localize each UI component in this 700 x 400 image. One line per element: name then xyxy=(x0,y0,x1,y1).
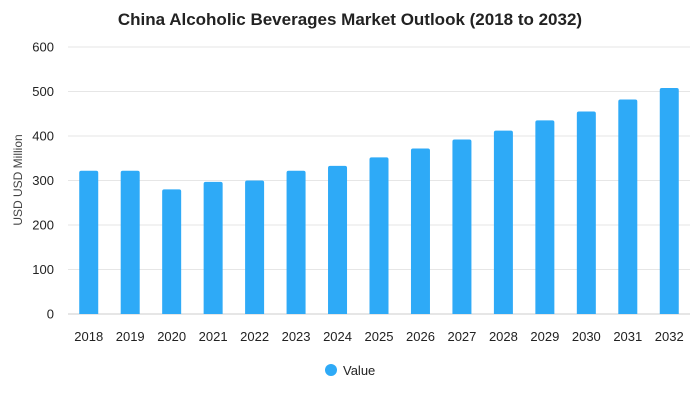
x-tick-label: 2024 xyxy=(323,329,352,344)
x-tick-label: 2032 xyxy=(655,329,684,344)
y-axis-label: USD USD Million xyxy=(11,134,25,225)
bar-2022[interactable] xyxy=(245,180,265,315)
y-tick-label: 600 xyxy=(32,40,54,55)
bar-2021[interactable] xyxy=(203,181,223,314)
y-axis-ticks: 0 100 200 300 400 500 600 xyxy=(32,40,54,322)
y-tick-label: 300 xyxy=(32,173,54,188)
bar-2030[interactable] xyxy=(576,111,596,315)
x-tick-label: 2028 xyxy=(489,329,518,344)
bar-2031[interactable] xyxy=(618,99,638,314)
y-tick-label: 500 xyxy=(32,84,54,99)
legend-swatch-value xyxy=(325,364,337,376)
bar-2026[interactable] xyxy=(410,148,430,314)
x-tick-label: 2019 xyxy=(116,329,145,344)
legend-label-value[interactable]: Value xyxy=(343,363,375,378)
legend: Value xyxy=(325,363,375,378)
bar-2023[interactable] xyxy=(286,170,306,314)
x-tick-label: 2023 xyxy=(282,329,311,344)
bar-2024[interactable] xyxy=(328,165,348,314)
bar-2027[interactable] xyxy=(452,139,472,314)
x-tick-label: 2025 xyxy=(365,329,394,344)
chart-title: China Alcoholic Beverages Market Outlook… xyxy=(118,10,582,29)
bar-2029[interactable] xyxy=(535,120,555,314)
y-tick-label: 200 xyxy=(32,218,54,233)
y-tick-label: 400 xyxy=(32,129,54,144)
bar-2019[interactable] xyxy=(120,170,140,314)
bar-2020[interactable] xyxy=(162,189,182,314)
x-tick-label: 2020 xyxy=(157,329,186,344)
x-tick-label: 2021 xyxy=(199,329,228,344)
x-tick-label: 2022 xyxy=(240,329,269,344)
x-tick-label: 2030 xyxy=(572,329,601,344)
bar-2025[interactable] xyxy=(369,157,389,314)
bars xyxy=(79,87,679,315)
x-tick-label: 2018 xyxy=(74,329,103,344)
x-tick-label: 2029 xyxy=(530,329,559,344)
y-tick-label: 100 xyxy=(32,262,54,277)
x-tick-label: 2027 xyxy=(447,329,476,344)
bar-2028[interactable] xyxy=(493,130,513,314)
bar-2032[interactable] xyxy=(659,87,679,314)
x-tick-label: 2031 xyxy=(613,329,642,344)
x-tick-label: 2026 xyxy=(406,329,435,344)
x-axis-ticks: 2018 2019 2020 2021 2022 2023 2024 2025 2026 2027… xyxy=(74,329,683,344)
bar-2018[interactable] xyxy=(79,170,99,314)
y-tick-label: 0 xyxy=(47,307,54,322)
